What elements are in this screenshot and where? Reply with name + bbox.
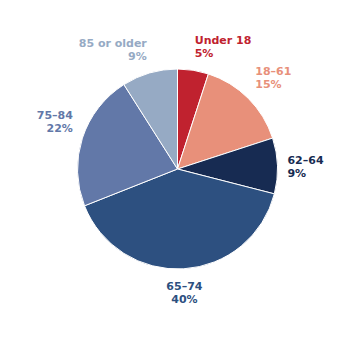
category-label: 18–61 [255, 65, 291, 78]
value-label: 9% [128, 50, 147, 63]
chart-container: Under 185%18–6115%62–649%65–7440%75–8422… [0, 0, 355, 338]
slice-label: 75–8422% [37, 109, 73, 135]
value-label: 40% [171, 293, 197, 306]
slice-label: 18–6115% [255, 65, 291, 91]
category-label: 62–64 [287, 154, 323, 167]
category-label: 65–74 [166, 280, 202, 293]
pie-chart: Under 185%18–6115%62–649%65–7440%75–8422… [0, 0, 355, 338]
pie-slice [124, 69, 178, 169]
category-label: Under 18 [195, 34, 252, 47]
slices [78, 69, 278, 269]
category-label: 75–84 [37, 109, 73, 122]
value-label: 9% [287, 167, 306, 180]
value-label: 15% [255, 78, 281, 91]
slice-label: 65–7440% [166, 280, 202, 306]
value-label: 5% [195, 47, 214, 60]
slice-label: Under 185% [195, 34, 252, 60]
labels: Under 185%18–6115%62–649%65–7440%75–8422… [37, 34, 324, 305]
slice-label: 62–649% [287, 154, 323, 180]
value-label: 22% [47, 122, 73, 135]
slice-label: 85 or older9% [79, 37, 148, 63]
category-label: 85 or older [79, 37, 148, 50]
